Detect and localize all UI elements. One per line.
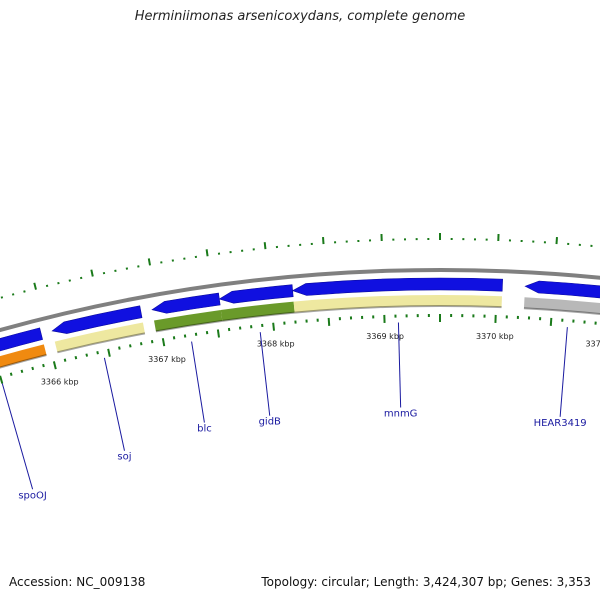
outer-tick-mark	[90, 269, 94, 277]
inner-tick-mark	[272, 322, 276, 331]
cds-feature-edge	[155, 319, 223, 333]
inner-tick-mark	[31, 366, 35, 371]
outer-tick-mark	[147, 258, 151, 266]
inner-tick-mark	[150, 340, 154, 344]
gene-leader-line	[1, 383, 34, 490]
inner-tick-mark	[74, 355, 78, 360]
inner-tick-mark	[85, 353, 89, 357]
axis-tick-label: 3369 kbp	[366, 332, 404, 341]
cds-feature-edge	[523, 307, 600, 316]
gene-label-mnmg[interactable]: mnmG	[384, 409, 418, 420]
genome-title: Herminiimonas arsenicoxydans, complete g…	[134, 9, 466, 24]
cds-feature-band	[523, 297, 600, 315]
inner-tick-mark	[216, 329, 220, 338]
gene-leader-line	[191, 341, 205, 423]
inner-tick-mark	[42, 363, 45, 368]
gene-arrow	[0, 327, 43, 352]
inner-tick-mark	[549, 317, 553, 326]
inner-tick-mark	[0, 375, 4, 384]
cds-feature-band	[54, 322, 145, 353]
axis-tick-label: 3368 kbp	[257, 340, 295, 349]
inner-tick-mark	[118, 346, 121, 350]
axis-tick-label: 3367 kbp	[148, 355, 186, 364]
cds-feature-track	[0, 295, 600, 369]
gene-arrow	[291, 277, 503, 296]
inner-tick-track	[0, 314, 597, 384]
gene-leader-line	[397, 322, 402, 408]
inner-tick-mark	[172, 336, 176, 340]
cds-feature-edge	[0, 354, 47, 369]
outer-tick-mark	[205, 249, 209, 257]
cds-feature-edge	[57, 332, 146, 354]
outer-tick-mark	[11, 293, 15, 296]
outer-tick-mark	[33, 282, 37, 290]
cds-feature-band	[293, 295, 502, 313]
backbone-line	[0, 268, 600, 333]
cds-feature-edge	[294, 305, 502, 314]
inner-tick-mark	[20, 369, 24, 373]
gene-arrow	[524, 280, 600, 299]
axis-tick-labels: 3366 kbp 3367 kbp 3368 kbp 3369 kbp 3370 kbp…	[41, 332, 600, 387]
gene-arrow-track	[0, 277, 600, 352]
outer-tick-mark	[263, 242, 267, 250]
inner-tick-mark	[52, 361, 57, 370]
axis-tick-label: 3370 kbp	[476, 332, 514, 341]
gene-arrow	[51, 305, 143, 334]
axis-tick-label: 3366 kbp	[41, 378, 79, 387]
outer-tick-mark	[0, 296, 4, 299]
inner-tick-mark	[63, 358, 67, 362]
gene-arrow	[218, 284, 294, 304]
gene-leader-line	[103, 357, 125, 451]
outer-tick-track	[0, 233, 593, 299]
inner-tick-mark	[139, 342, 143, 346]
inner-tick-mark	[9, 372, 13, 376]
cds-feature-band	[0, 344, 47, 368]
gene-label-spooj[interactable]: spoOJ	[18, 490, 47, 501]
genome-backbone	[0, 268, 600, 333]
axis-tick-label: 3371 kbp	[585, 340, 600, 349]
cds-feature-band	[220, 301, 295, 321]
gene-label-soj[interactable]: soj	[117, 452, 131, 463]
cds-feature-edge	[222, 311, 295, 322]
inner-tick-mark	[129, 344, 132, 348]
gene-leader-line	[259, 332, 271, 416]
accession-text: Accession: NC_009138	[9, 575, 146, 589]
inner-tick-mark	[327, 317, 331, 326]
gene-label-gidb[interactable]: gidB	[259, 417, 281, 428]
inner-tick-mark	[107, 348, 111, 357]
inner-tick-mark	[161, 338, 166, 347]
gene-label-hear3419[interactable]: HEAR3419	[534, 418, 587, 429]
gene-leader-line	[559, 327, 568, 417]
cds-feature-band	[154, 309, 223, 332]
gene-label-blc[interactable]: blc	[197, 424, 212, 435]
gene-arrow	[151, 292, 221, 314]
inner-tick-mark	[96, 351, 99, 355]
genome-summary-text: Topology: circular; Length: 3,424,307 bp…	[261, 575, 591, 589]
gene-labels[interactable]: spoOJsojblcgidBmnmGHEAR3419betA	[1, 322, 600, 502]
